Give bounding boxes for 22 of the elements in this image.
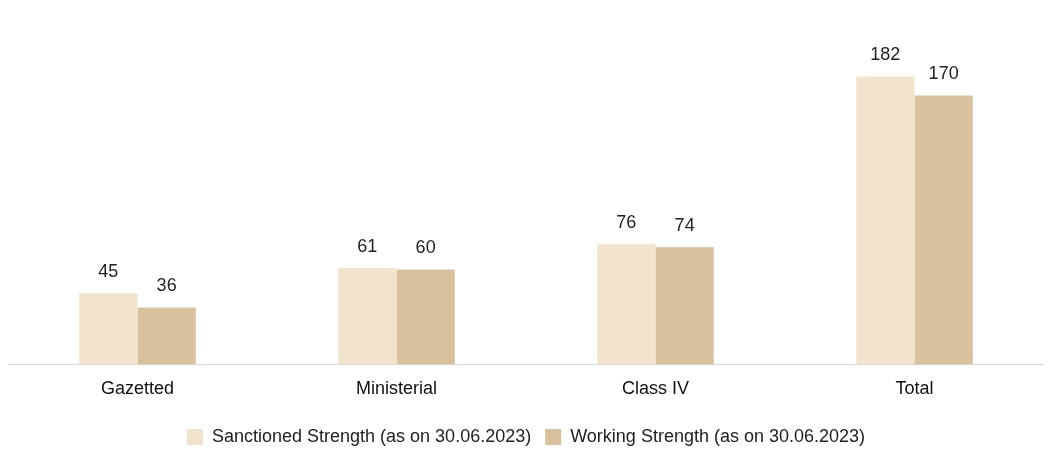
data-label: 170 — [928, 63, 959, 84]
data-label: 61 — [357, 235, 378, 256]
bar — [79, 293, 138, 365]
bar — [338, 267, 397, 365]
data-label: 182 — [870, 44, 901, 65]
data-label: 45 — [98, 261, 119, 282]
x-tick-label: Gazetted — [100, 378, 175, 399]
data-label: 76 — [616, 212, 637, 233]
x-tick-label: Ministerial — [355, 378, 438, 399]
bar — [914, 95, 973, 365]
bar — [137, 307, 196, 365]
x-tick-label: Total — [895, 378, 934, 399]
bar — [396, 269, 455, 365]
legend-label: Working Strength (as on 30.06.2023) — [570, 425, 866, 446]
bar — [856, 76, 915, 365]
data-label: 60 — [415, 237, 436, 258]
legend-label: Sanctioned Strength (as on 30.06.2023) — [211, 425, 532, 446]
bar — [597, 244, 656, 365]
x-tick-label: Class IV — [621, 378, 690, 399]
data-label: 74 — [674, 215, 695, 236]
bar — [655, 247, 714, 365]
data-label: 36 — [156, 275, 177, 296]
